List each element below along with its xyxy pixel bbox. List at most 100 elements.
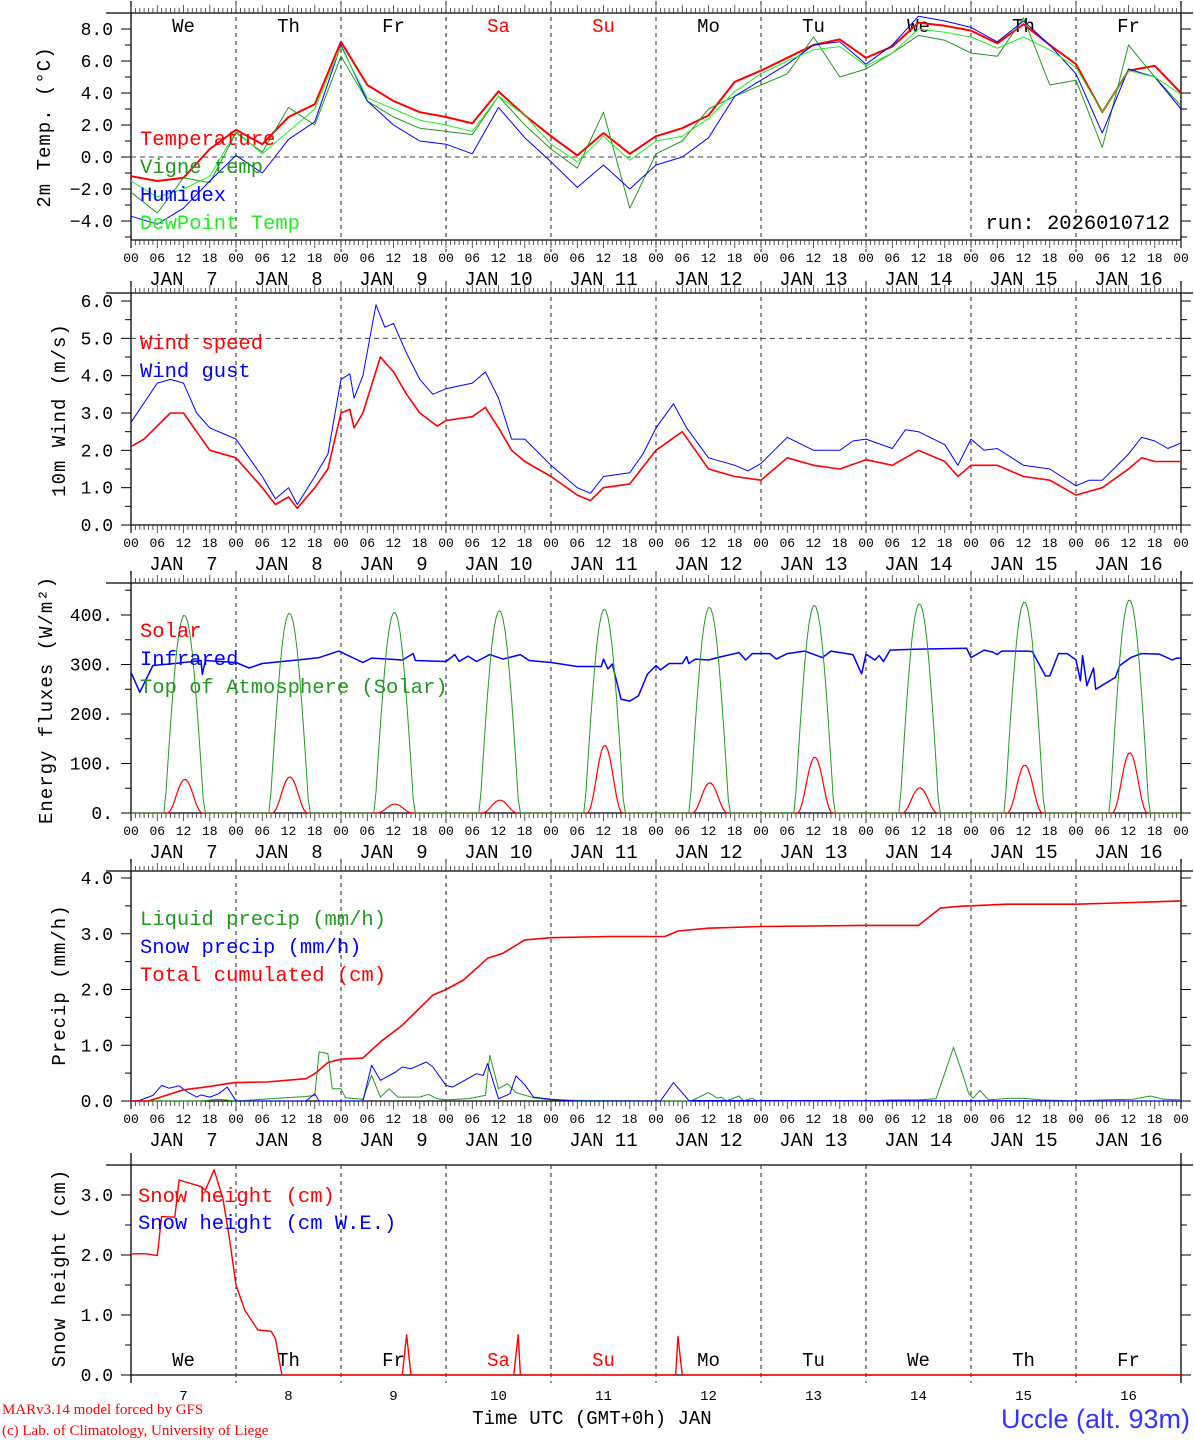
x-hour-label: 06 xyxy=(149,536,165,551)
x-hour-label: 06 xyxy=(779,536,795,551)
day-number-label: 8 xyxy=(284,1389,292,1405)
x-hour-label: 00 xyxy=(753,824,769,839)
x-hour-label: 00 xyxy=(333,251,349,266)
x-hour-label: 12 xyxy=(911,536,927,551)
y-tick-label: 6.0 xyxy=(81,53,113,73)
day-number-label: 12 xyxy=(700,1389,717,1405)
y-tick-label: 3.0 xyxy=(81,926,113,946)
x-hour-label: 12 xyxy=(176,1112,192,1127)
day-number-label: 13 xyxy=(805,1389,822,1405)
x-hour-label: 12 xyxy=(1121,251,1137,266)
y-tick-label: 0.0 xyxy=(81,1093,113,1113)
x-hour-label: 18 xyxy=(412,1112,428,1127)
x-hour-label: 12 xyxy=(281,536,297,551)
x-hour-label: 00 xyxy=(228,251,244,266)
x-hour-label: 12 xyxy=(281,251,297,266)
x-hour-label: 12 xyxy=(386,536,402,551)
x-hour-label: 06 xyxy=(464,251,480,266)
y-tick-label: 2.0 xyxy=(81,982,113,1002)
x-date-label: JAN 11 xyxy=(569,1130,637,1152)
series-wind-gust xyxy=(130,304,1182,505)
x-hour-label: 06 xyxy=(674,251,690,266)
series-vigne-temp xyxy=(130,17,1182,214)
x-hour-label: 12 xyxy=(911,824,927,839)
x-date-label: JAN 8 xyxy=(254,554,322,576)
copyright: (c) Lab. of Climatology, University of L… xyxy=(2,1423,269,1439)
day-name-label: We xyxy=(907,1350,930,1372)
x-hour-label: 06 xyxy=(149,824,165,839)
panel-energy: 0. 100. 200. 300. 400. 00 06 12 18 JAN 7 00 06 12 18 J… xyxy=(70,571,1193,864)
x-hour-label: 18 xyxy=(202,251,218,266)
x-hour-label: 18 xyxy=(202,1112,218,1127)
x-hour-label: 18 xyxy=(622,536,638,551)
x-hour-label: 00 xyxy=(543,824,559,839)
x-date-label: JAN 10 xyxy=(464,269,532,291)
x-hour-label: 12 xyxy=(596,536,612,551)
x-hour-label: 00 xyxy=(123,824,139,839)
x-hour-label: 06 xyxy=(884,1112,900,1127)
x-hour-label: 00 xyxy=(858,536,874,551)
x-hour-label: 18 xyxy=(517,824,533,839)
x-date-label: JAN 15 xyxy=(989,554,1057,576)
x-hour-label: 18 xyxy=(937,1112,953,1127)
x-hour-label: 00 xyxy=(543,1112,559,1127)
x-hour-label: 00 xyxy=(543,536,559,551)
day-name-label: Fr xyxy=(382,16,405,38)
day-name-label: Th xyxy=(277,1350,300,1372)
x-date-label: JAN 12 xyxy=(674,554,742,576)
y-tick-label: 3.0 xyxy=(81,1187,113,1207)
x-hour-label: 12 xyxy=(386,251,402,266)
x-hour-label: 12 xyxy=(596,1112,612,1127)
x-hour-label: 00 xyxy=(648,1112,664,1127)
series-wind-speed xyxy=(130,356,1181,510)
y-tick-label: 8.0 xyxy=(81,21,113,41)
x-date-label: JAN 14 xyxy=(884,1130,952,1152)
x-hour-label: 00 xyxy=(1068,251,1084,266)
x-hour-label: 00 xyxy=(1173,824,1189,839)
x-date-label: JAN 13 xyxy=(779,1130,847,1152)
x-hour-label: 18 xyxy=(307,536,323,551)
x-hour-label: 12 xyxy=(701,824,717,839)
x-hour-label: 12 xyxy=(911,1112,927,1127)
y-axis-title-temperature: 2m Temp. (°C) xyxy=(34,46,56,207)
x-hour-label: 18 xyxy=(1042,536,1058,551)
x-hour-label: 06 xyxy=(674,824,690,839)
y-axis-title-snow: Snow height (cm) xyxy=(49,1169,71,1367)
x-hour-label: 06 xyxy=(884,536,900,551)
x-hour-label: 12 xyxy=(911,251,927,266)
day-number-label: 7 xyxy=(179,1389,187,1405)
x-date-label: JAN 9 xyxy=(359,269,427,291)
x-hour-label: 18 xyxy=(937,536,953,551)
legend-top-of-atmosphere: Top of Atmosphere (Solar) xyxy=(140,677,448,700)
y-tick-label: 100. xyxy=(70,756,113,776)
x-hour-label: 00 xyxy=(753,1112,769,1127)
x-hour-label: 00 xyxy=(333,824,349,839)
x-hour-label: 12 xyxy=(806,1112,822,1127)
y-axis-title-wind: 10m Wind (m/s) xyxy=(49,323,71,497)
x-date-label: JAN 10 xyxy=(464,554,532,576)
y-tick-label: 400. xyxy=(70,607,113,627)
x-date-label: JAN 14 xyxy=(884,269,952,291)
x-hour-label: 18 xyxy=(1042,824,1058,839)
x-hour-label: 06 xyxy=(359,1112,375,1127)
day-number-label: 11 xyxy=(595,1389,612,1405)
day-name-label: Fr xyxy=(1117,16,1140,38)
x-date-label: JAN 16 xyxy=(1094,269,1162,291)
legend-vigne-temp: Vigne temp xyxy=(140,157,263,180)
y-tick-label: 1.0 xyxy=(81,1307,113,1327)
day-name-label: Fr xyxy=(1117,1350,1140,1372)
x-hour-label: 00 xyxy=(648,824,664,839)
run-label: run: 2026010712 xyxy=(985,213,1170,236)
x-hour-label: 00 xyxy=(438,251,454,266)
y-tick-label: 4.0 xyxy=(81,870,113,890)
x-hour-label: 00 xyxy=(1068,1112,1084,1127)
x-date-label: JAN 13 xyxy=(779,554,847,576)
day-name-label: We xyxy=(172,1350,195,1372)
x-date-label: JAN 11 xyxy=(569,842,637,864)
day-name-label: Su xyxy=(592,16,615,38)
x-hour-label: 18 xyxy=(622,1112,638,1127)
x-hour-label: 00 xyxy=(1068,536,1084,551)
x-hour-label: 00 xyxy=(648,251,664,266)
x-hour-label: 12 xyxy=(386,824,402,839)
x-hour-label: 18 xyxy=(622,251,638,266)
